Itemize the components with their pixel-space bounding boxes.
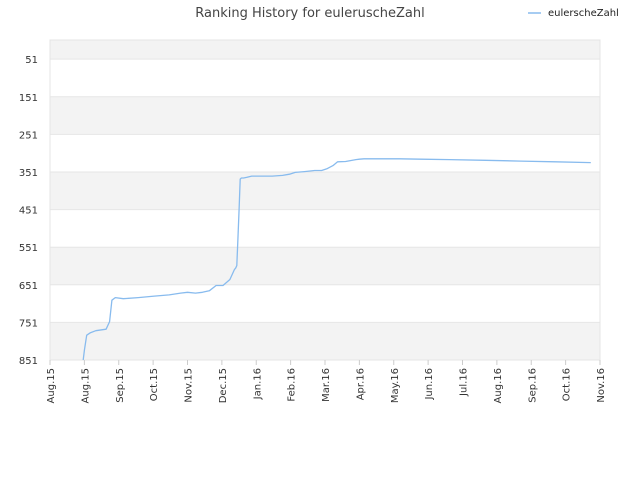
x-tick-label: Jan.16 [252, 368, 263, 400]
band [50, 59, 600, 97]
series-lines [82, 158, 591, 361]
x-tick-label: Aug.15 [46, 368, 57, 403]
band [50, 171, 600, 210]
band [50, 322, 600, 360]
x-axis: Aug.15 Aug.15 Sep.15 Oct.15 Nov.15 Dec.15 Jan.… [46, 360, 607, 403]
x-tick-label: Aug.15 [80, 368, 91, 403]
y-tick-label: 551 [19, 243, 38, 254]
x-tick-label: May.16 [390, 368, 401, 403]
y-tick-label: 51 [25, 55, 38, 66]
band [50, 247, 600, 285]
y-tick-label: 251 [19, 130, 38, 141]
x-tick-label: Jun.16 [424, 368, 435, 401]
x-tick-label: Mar.16 [321, 368, 332, 402]
y-tick-label: 651 [19, 281, 38, 292]
x-tick-label: Sep.16 [527, 368, 538, 403]
x-tick-label: Apr.16 [355, 368, 366, 400]
band [50, 284, 600, 323]
background-bands [50, 40, 600, 360]
x-tick-label: Oct.15 [149, 368, 160, 401]
band [50, 96, 600, 135]
x-tick-label: Sep.15 [115, 368, 126, 403]
x-tick-label: Nov.15 [184, 368, 195, 403]
band [50, 40, 600, 60]
x-tick-label: Nov.16 [596, 368, 607, 403]
chart-title: Ranking History for euleruscheZahl [195, 6, 424, 21]
y-tick-label: 751 [19, 318, 38, 329]
x-tick-label: Feb.16 [287, 368, 298, 402]
y-tick-label: 351 [19, 168, 38, 179]
legend: eulerscheZahl [528, 8, 619, 19]
band [50, 209, 600, 248]
y-tick-label: 851 [19, 356, 38, 367]
y-tick-label: 151 [19, 93, 38, 104]
x-tick-label: Jul.16 [459, 368, 470, 397]
x-tick-label: Dec.15 [218, 368, 229, 403]
x-tick-label: Aug.16 [493, 368, 504, 403]
x-tick-label: Oct.16 [562, 368, 573, 401]
y-tick-label: 451 [19, 206, 38, 217]
series-line [82, 158, 591, 361]
legend-label: eulerscheZahl [548, 8, 619, 19]
band [50, 134, 600, 172]
